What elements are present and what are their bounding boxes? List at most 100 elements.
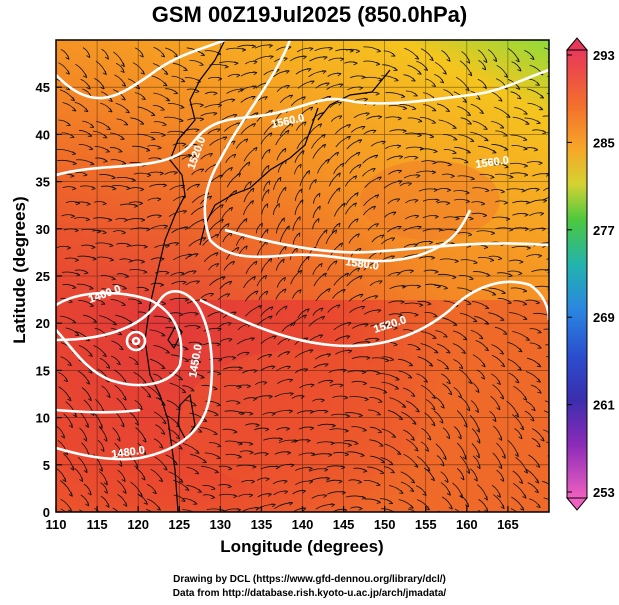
streamline-arrow bbox=[182, 280, 187, 285]
streamline-arrow bbox=[224, 64, 229, 69]
streamline-arrow bbox=[98, 424, 103, 429]
streamline-arrow bbox=[87, 133, 93, 137]
streamline-arrow bbox=[184, 297, 189, 302]
streamline-arrow bbox=[283, 479, 288, 484]
streamline-arrow bbox=[302, 121, 307, 126]
streamline-arrow bbox=[500, 189, 505, 194]
streamline-arrow bbox=[414, 199, 419, 203]
streamline-arrow bbox=[307, 68, 312, 72]
streamline-arrow bbox=[562, 518, 566, 521]
streamline-arrow bbox=[121, 302, 126, 306]
streamline-arrow bbox=[480, 201, 486, 206]
streamline bbox=[548, 143, 549, 145]
streamline-arrow bbox=[445, 108, 450, 112]
streamline-arrow bbox=[363, 97, 368, 102]
streamline-arrow bbox=[213, 112, 218, 116]
credit-drawing: Drawing by DCL (https://www.gfd-dennou.o… bbox=[173, 574, 446, 585]
streamline-arrow bbox=[329, 379, 334, 384]
streamline-arrow bbox=[498, 464, 503, 470]
streamline-arrow bbox=[268, 258, 273, 263]
streamline-arrow bbox=[246, 384, 251, 389]
streamline-arrow bbox=[462, 336, 468, 341]
streamline-arrow bbox=[461, 349, 466, 354]
streamline-arrow bbox=[365, 112, 370, 117]
streamline-arrow bbox=[334, 151, 339, 156]
streamline-arrow bbox=[211, 486, 216, 490]
streamline-arrow bbox=[431, 170, 436, 175]
streamline bbox=[94, 507, 100, 512]
streamline-arrow bbox=[308, 106, 314, 111]
streamline-arrow bbox=[467, 232, 473, 237]
streamline-arrow bbox=[232, 311, 237, 316]
streamline bbox=[543, 410, 549, 414]
streamline-arrow bbox=[143, 244, 148, 249]
streamline-arrow bbox=[347, 443, 352, 447]
streamline-arrow bbox=[325, 82, 330, 87]
streamline-arrow bbox=[285, 351, 291, 355]
streamline-arrow bbox=[359, 293, 364, 298]
streamline-arrow bbox=[182, 210, 187, 214]
streamline-arrow bbox=[378, 399, 383, 403]
streamline-arrow bbox=[108, 97, 113, 103]
streamline-arrow bbox=[515, 58, 520, 63]
wind-streamlines bbox=[56, 44, 566, 521]
streamline-arrow bbox=[281, 277, 286, 282]
streamline-arrow bbox=[173, 90, 178, 95]
streamline-arrow bbox=[99, 467, 103, 472]
streamline-arrow bbox=[498, 436, 503, 441]
streamline-arrow bbox=[462, 98, 467, 103]
streamline-arrow bbox=[553, 187, 557, 190]
streamline-arrow bbox=[439, 419, 444, 424]
streamline-arrow bbox=[214, 263, 220, 268]
streamline bbox=[552, 385, 564, 391]
colorbar-label: 253 bbox=[593, 485, 615, 500]
streamline-arrow bbox=[341, 490, 346, 495]
streamline-arrow bbox=[72, 161, 77, 166]
streamline-arrow bbox=[213, 91, 218, 96]
colorbar-label: 261 bbox=[593, 398, 615, 413]
streamline bbox=[547, 131, 549, 134]
streamline-arrow bbox=[102, 201, 107, 206]
streamline-arrow bbox=[230, 98, 236, 103]
streamline-arrow bbox=[222, 136, 228, 141]
streamline-arrow bbox=[165, 97, 171, 102]
streamline-arrow bbox=[278, 437, 283, 442]
streamline-arrow bbox=[414, 447, 419, 452]
streamline-arrow bbox=[74, 332, 80, 336]
streamline-arrow bbox=[124, 274, 129, 278]
streamline-arrow bbox=[248, 493, 253, 498]
streamline-arrow bbox=[409, 504, 414, 509]
streamline-arrow bbox=[534, 488, 539, 494]
streamline-arrow bbox=[133, 203, 139, 208]
streamline-arrow bbox=[326, 353, 332, 358]
streamline-arrow bbox=[228, 206, 233, 212]
streamline-arrow bbox=[539, 94, 545, 99]
streamline-arrow bbox=[165, 270, 170, 275]
streamline-arrow bbox=[268, 44, 273, 48]
streamline-arrow bbox=[324, 409, 329, 414]
streamline-arrow bbox=[219, 204, 224, 209]
streamline-arrow bbox=[500, 477, 505, 482]
streamline-arrow bbox=[373, 295, 379, 299]
streamline-arrow bbox=[134, 464, 139, 469]
streamline-arrow bbox=[289, 392, 294, 396]
streamline-arrow bbox=[163, 466, 168, 471]
streamline-arrow bbox=[465, 87, 470, 92]
streamline-arrow bbox=[434, 214, 439, 219]
streamline-arrow bbox=[363, 468, 368, 473]
streamline-arrow bbox=[282, 148, 287, 153]
streamline-arrow bbox=[79, 477, 84, 483]
streamline-arrow bbox=[156, 506, 161, 511]
streamline-arrow bbox=[479, 109, 484, 114]
streamline bbox=[542, 115, 549, 117]
streamline-arrow bbox=[86, 201, 91, 206]
streamline-arrow bbox=[520, 506, 525, 511]
streamline-arrow bbox=[398, 155, 404, 160]
streamline-arrow bbox=[398, 416, 403, 420]
streamline-arrow bbox=[263, 381, 268, 385]
streamline-arrow bbox=[253, 71, 258, 76]
streamline-arrow bbox=[141, 96, 146, 100]
streamline-arrow bbox=[92, 256, 97, 261]
streamline-arrow bbox=[322, 272, 327, 277]
